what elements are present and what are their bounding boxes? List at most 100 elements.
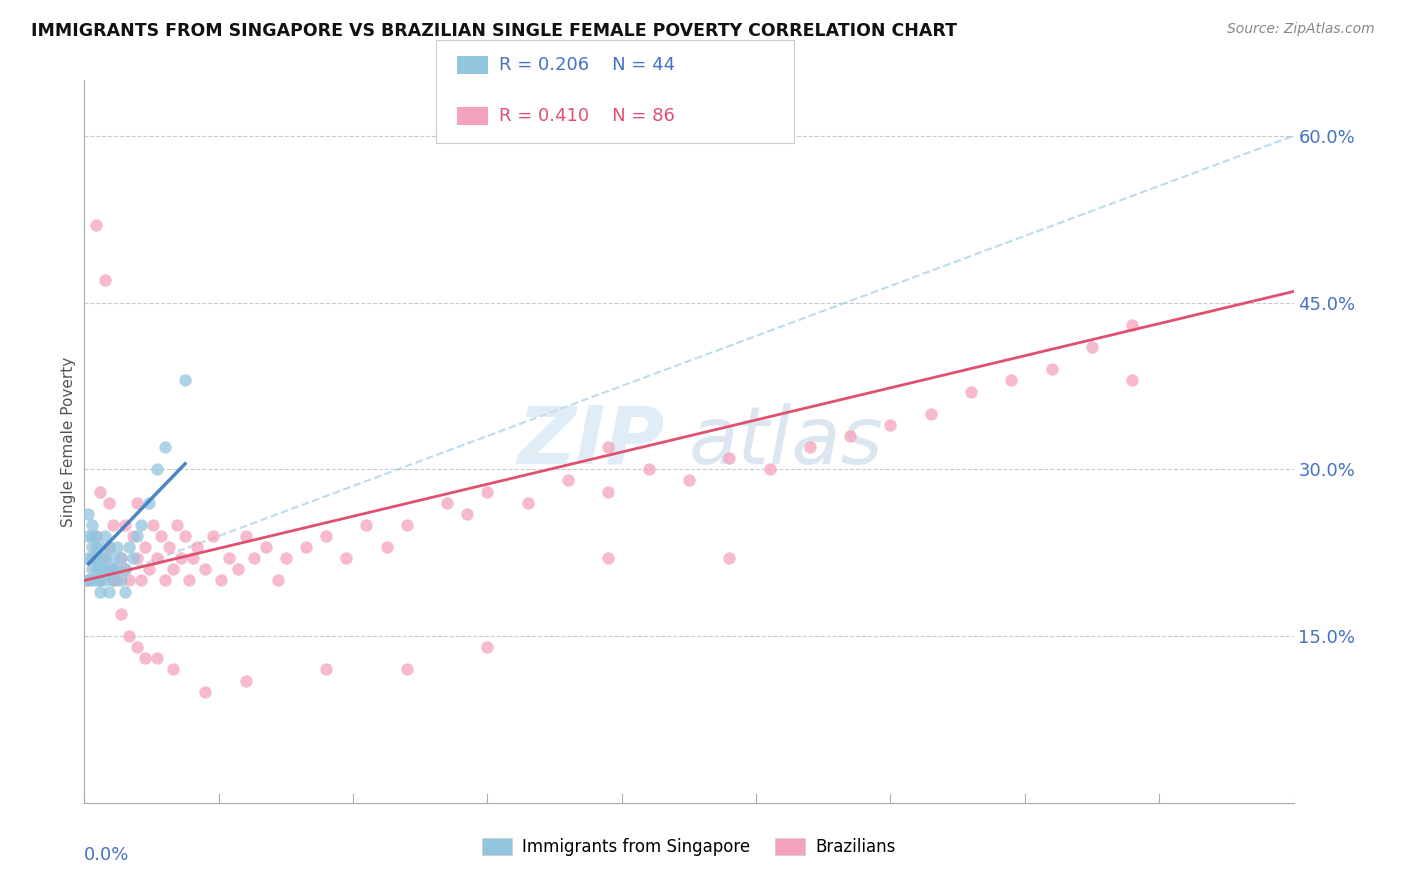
Point	[82, 551, 104, 566]
Point	[153, 440, 176, 454]
Point	[456, 507, 478, 521]
Point	[121, 529, 143, 543]
Point	[138, 496, 160, 510]
Point	[146, 462, 169, 476]
Point	[105, 540, 128, 554]
Point	[134, 540, 156, 554]
Point	[1000, 373, 1022, 387]
Point	[118, 540, 141, 554]
Point	[477, 484, 499, 499]
Point	[89, 540, 111, 554]
Point	[86, 540, 108, 554]
Point	[129, 517, 152, 532]
Point	[86, 529, 108, 543]
Point	[86, 551, 108, 566]
Point	[97, 540, 120, 554]
Point	[93, 551, 115, 566]
Point	[395, 662, 418, 676]
Point	[134, 651, 156, 665]
Point	[86, 218, 108, 232]
Point	[1121, 318, 1143, 332]
Point	[598, 440, 620, 454]
Point	[125, 496, 148, 510]
Point	[86, 562, 108, 576]
Point	[82, 517, 104, 532]
Point	[77, 529, 100, 543]
Legend: Immigrants from Singapore, Brazilians: Immigrants from Singapore, Brazilians	[475, 831, 903, 863]
Point	[718, 451, 741, 466]
Text: 0.0%: 0.0%	[84, 847, 129, 864]
Point	[557, 474, 579, 488]
Point	[93, 574, 115, 588]
Point	[77, 574, 100, 588]
Point	[105, 562, 128, 576]
Point	[82, 562, 104, 576]
Point	[179, 574, 201, 588]
Text: IMMIGRANTS FROM SINGAPORE VS BRAZILIAN SINGLE FEMALE POVERTY CORRELATION CHART: IMMIGRANTS FROM SINGAPORE VS BRAZILIAN S…	[31, 22, 957, 40]
Point	[118, 629, 141, 643]
Point	[477, 640, 499, 655]
Point	[89, 574, 111, 588]
Text: R = 0.206    N = 44: R = 0.206 N = 44	[499, 56, 675, 74]
Point	[101, 574, 124, 588]
Point	[960, 384, 983, 399]
Point	[1040, 362, 1063, 376]
Text: atlas: atlas	[689, 402, 884, 481]
Point	[89, 484, 111, 499]
Point	[77, 574, 100, 588]
Point	[174, 529, 197, 543]
Point	[194, 684, 217, 698]
Point	[97, 562, 120, 576]
Point	[315, 529, 337, 543]
Point	[170, 551, 193, 566]
Point	[718, 551, 741, 566]
Point	[93, 551, 115, 566]
Point	[125, 640, 148, 655]
Point	[162, 662, 184, 676]
Point	[82, 551, 104, 566]
Point	[101, 551, 124, 566]
Point	[97, 540, 120, 554]
Point	[138, 562, 160, 576]
Point	[226, 562, 249, 576]
Point	[97, 584, 120, 599]
Point	[89, 574, 111, 588]
Point	[149, 529, 172, 543]
Point	[129, 574, 152, 588]
Point	[86, 529, 108, 543]
Point	[142, 517, 165, 532]
Point	[82, 529, 104, 543]
Point	[89, 562, 111, 576]
Point	[153, 574, 176, 588]
Y-axis label: Single Female Poverty: Single Female Poverty	[60, 357, 76, 526]
Point	[77, 507, 100, 521]
Point	[920, 407, 942, 421]
Point	[82, 540, 104, 554]
Point	[125, 551, 148, 566]
Point	[1121, 373, 1143, 387]
Point	[758, 462, 780, 476]
Point	[218, 551, 240, 566]
Point	[114, 562, 136, 576]
Text: Source: ZipAtlas.com: Source: ZipAtlas.com	[1227, 22, 1375, 37]
Point	[235, 529, 257, 543]
Point	[254, 540, 277, 554]
Point	[89, 584, 111, 599]
Point	[598, 484, 620, 499]
Point	[375, 540, 398, 554]
Text: R = 0.410    N = 86: R = 0.410 N = 86	[499, 107, 675, 125]
Point	[202, 529, 225, 543]
Point	[110, 574, 132, 588]
Point	[267, 574, 290, 588]
Text: ZIP: ZIP	[517, 402, 665, 481]
Point	[77, 551, 100, 566]
Point	[186, 540, 208, 554]
Point	[93, 562, 115, 576]
Point	[101, 562, 124, 576]
Point	[315, 662, 337, 676]
Point	[114, 562, 136, 576]
Point	[839, 429, 862, 443]
Point	[114, 517, 136, 532]
Point	[242, 551, 264, 566]
Point	[118, 574, 141, 588]
